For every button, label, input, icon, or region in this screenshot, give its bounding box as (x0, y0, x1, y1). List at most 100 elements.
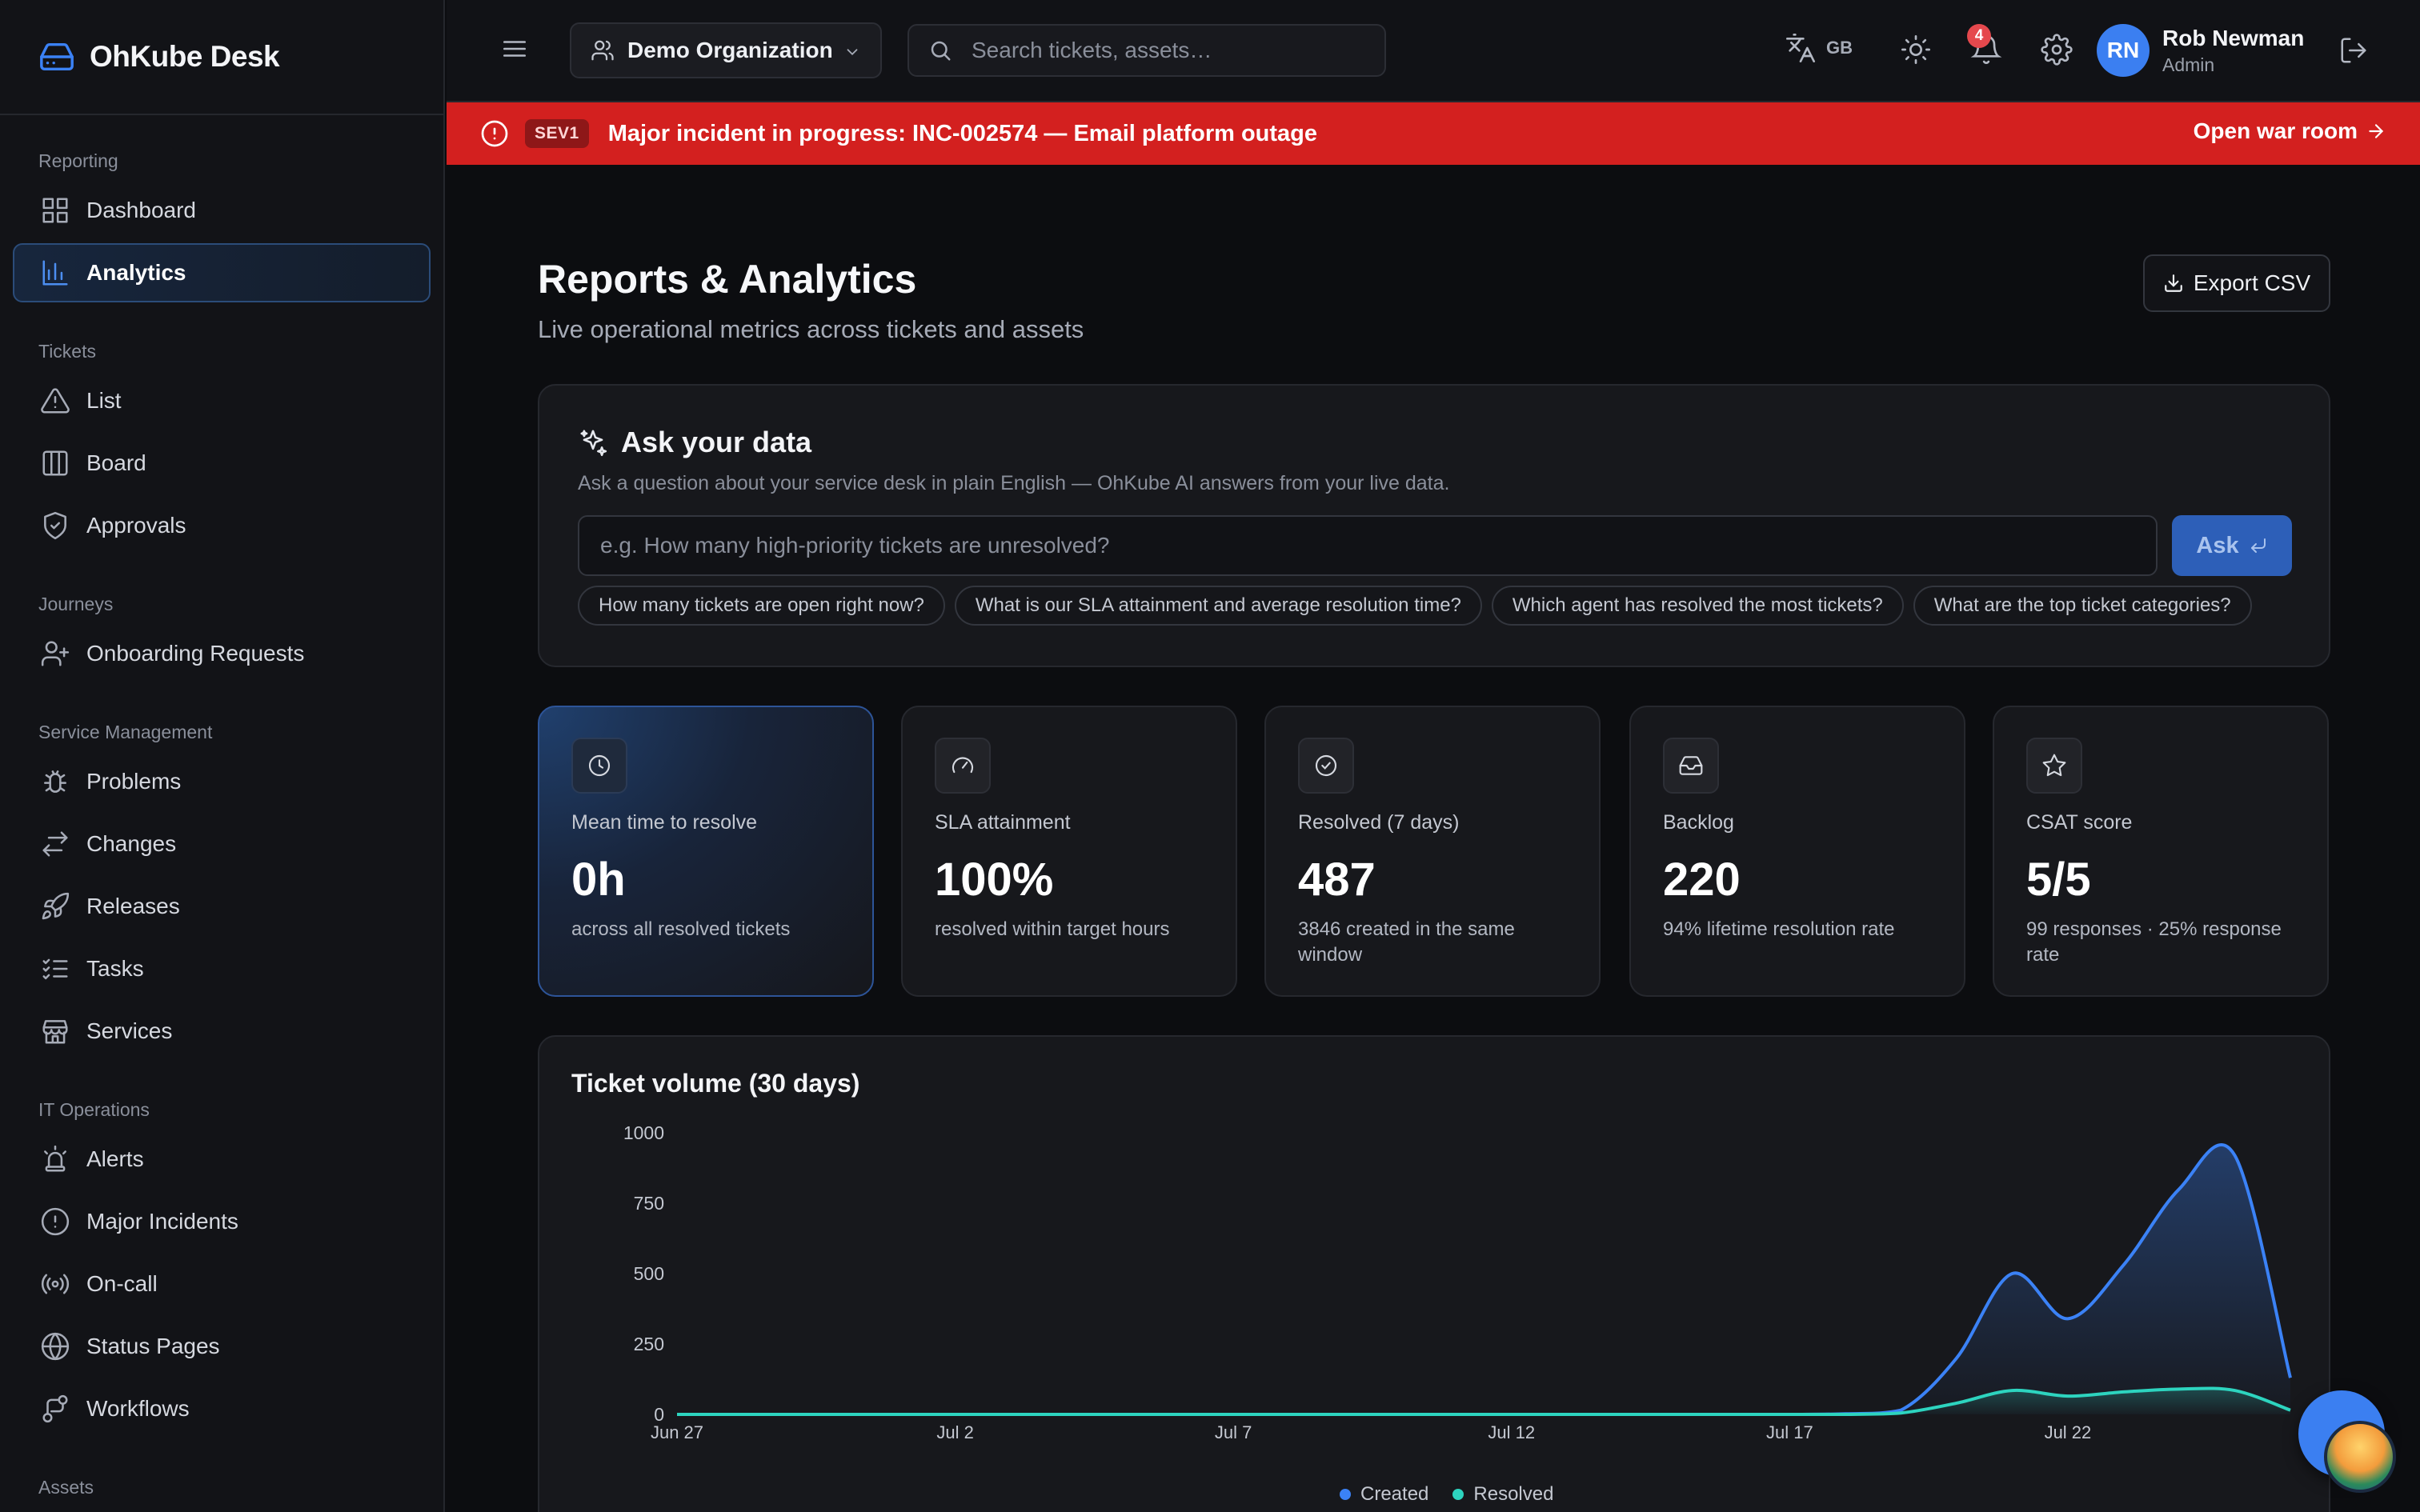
kpi-label: CSAT score (2026, 811, 2133, 834)
shield-check-icon (44, 511, 66, 540)
sparkles-icon (580, 430, 607, 457)
sidebar-item-board[interactable]: Board (13, 434, 431, 493)
notifications-count-badge: 4 (1967, 24, 1991, 48)
sidebar-item-tasks[interactable]: Tasks (13, 939, 431, 998)
kpi-card-resolved: Resolved (7 days) 487 3846 created in th… (1264, 706, 1601, 997)
nav-section: Reporting Dashboard Analytics (0, 144, 443, 302)
kpi-subtext: 3846 created in the same window (1298, 918, 1515, 966)
ask-title: Ask your data (621, 426, 812, 458)
warning-icon (41, 388, 70, 414)
globe-icon (41, 1332, 70, 1361)
suggestion-chip[interactable]: What is our SLA attainment and average r… (954, 586, 1482, 626)
star-icon (2042, 754, 2066, 777)
sidebar-item-label: Dashboard (86, 198, 196, 222)
sidebar-item-major-incidents[interactable]: Major Incidents (13, 1192, 431, 1251)
brand[interactable]: OhKube Desk (0, 0, 443, 115)
suggestion-chip[interactable]: How many tickets are open right now? (578, 586, 945, 626)
theme-toggle-sun-icon[interactable] (1900, 34, 1932, 66)
alert-circle-icon (481, 120, 508, 147)
legend-item-created[interactable]: Created (1340, 1483, 1428, 1506)
kpi-card-sla: SLA attainment 100% resolved within targ… (901, 706, 1237, 997)
sidebar-item-approvals[interactable]: Approvals (13, 496, 431, 555)
assistant-avatar[interactable] (2324, 1421, 2396, 1493)
chevron-down-icon (847, 49, 858, 56)
kpi-value: 0h (571, 854, 626, 906)
page-subtitle: Live operational metrics across tickets … (538, 315, 1084, 343)
kpi-icon-box (571, 738, 627, 794)
sidebar-nav: Reporting Dashboard Analytics Tickets List Bo… (0, 115, 443, 1504)
chart-title: Ticket volume (30 days) (571, 1069, 860, 1098)
open-war-room-link[interactable]: Open war room (2194, 118, 2386, 144)
sidebar-item-label: List (86, 388, 122, 413)
sidebar-item-changes[interactable]: Changes (13, 814, 431, 874)
checklist-icon (42, 958, 68, 980)
kpi-value: 5/5 (2026, 854, 2091, 906)
user-avatar[interactable]: RN (2097, 24, 2150, 77)
ask-button[interactable]: Ask (2172, 515, 2292, 576)
user-name[interactable]: Rob Newman (2162, 26, 2305, 50)
sidebar-item-label: Onboarding Requests (86, 641, 305, 666)
nav-section: Service Management Problems Changes Release… (0, 715, 443, 1061)
y-tick-label: 750 (634, 1193, 664, 1214)
sidebar-item-label: Major Incidents (86, 1209, 238, 1234)
suggestion-chip[interactable]: What are the top ticket categories? (1913, 586, 2252, 626)
x-tick-label: Jun 27 (651, 1422, 703, 1442)
alert-circle-icon (41, 1207, 70, 1236)
arrows-swap-icon (42, 831, 68, 857)
y-tick-label: 0 (654, 1404, 664, 1425)
organization-select[interactable]: Demo Organization (570, 22, 882, 78)
x-tick-label: Jul 12 (1488, 1422, 1535, 1442)
logout-icon[interactable] (2338, 35, 2369, 66)
sidebar-item-status-pages[interactable]: Status Pages (13, 1317, 431, 1376)
sidebar-item-alerts[interactable]: Alerts (13, 1130, 431, 1189)
sidebar-item-label: Tasks (86, 956, 144, 981)
sidebar-item-label: On-call (86, 1271, 158, 1296)
sidebar-item-problems[interactable]: Problems (13, 752, 431, 811)
sidebar-item-on-call[interactable]: On-call (13, 1254, 431, 1314)
sidebar-item-releases[interactable]: Releases (13, 877, 431, 936)
language-switcher[interactable]: GB (1785, 32, 1853, 64)
ask-question-input[interactable] (578, 515, 2158, 576)
sidebar-item-workflows[interactable]: Workflows (13, 1379, 431, 1438)
kpi-value: 100% (935, 854, 1054, 906)
download-icon (2165, 274, 2182, 292)
nav-section-title: Tickets (38, 340, 96, 362)
inbox-icon (1679, 756, 1703, 775)
sidebar-item-onboarding-requests[interactable]: Onboarding Requests (13, 624, 431, 683)
workflow-icon (42, 1394, 68, 1423)
sidebar-item-services[interactable]: Services (13, 1002, 431, 1061)
x-tick-label: Jul 7 (1215, 1422, 1252, 1442)
kpi-icon-box (1298, 738, 1354, 794)
suggestion-chip[interactable]: Which agent has resolved the most ticket… (1491, 586, 1904, 626)
organization-name: Demo Organization (627, 38, 833, 62)
kpi-subtext: 99 responses · 25% response rate (2026, 918, 2282, 966)
global-search[interactable] (908, 24, 1386, 77)
dashboard-icon (42, 198, 68, 223)
menu-toggle-icon[interactable] (501, 35, 528, 62)
export-csv-button[interactable]: Export CSV (2143, 254, 2330, 312)
settings-gear-icon[interactable] (2041, 34, 2073, 66)
chart-legend: Created Resolved (1340, 1483, 1577, 1506)
legend-item-resolved[interactable]: Resolved (1452, 1483, 1553, 1506)
war-room-label: Open war room (2193, 118, 2358, 143)
kpi-value: 487 (1298, 854, 1376, 906)
sidebar-item-label: Problems (86, 769, 182, 794)
x-tick-label: Jul 17 (1766, 1422, 1813, 1442)
user-plus-icon (41, 641, 70, 666)
sidebar-item-analytics[interactable]: Analytics (13, 243, 431, 302)
kpi-icon-box (935, 738, 991, 794)
sidebar-item-dashboard[interactable]: Dashboard (13, 181, 431, 240)
nav-section-title: Service Management (38, 721, 213, 742)
x-tick-label: Jul 22 (2045, 1422, 2092, 1442)
series-line-resolved (677, 1386, 2291, 1416)
search-input[interactable] (972, 38, 1356, 63)
ticket-volume-chart-card: Ticket volume (30 days) 0 250 500 750 1000 Ju… (538, 1035, 2330, 1512)
x-tick-label: Jul 2 (936, 1422, 973, 1442)
nav-section-title: IT Operations (38, 1098, 150, 1120)
legend-label: Created (1360, 1483, 1429, 1505)
sidebar-item-list[interactable]: List (13, 371, 431, 430)
kpi-subtext: 94% lifetime resolution rate (1663, 918, 1895, 940)
store-icon (42, 1020, 68, 1044)
y-tick-label: 1000 (623, 1122, 664, 1143)
nav-section-title: Reporting (38, 150, 118, 171)
